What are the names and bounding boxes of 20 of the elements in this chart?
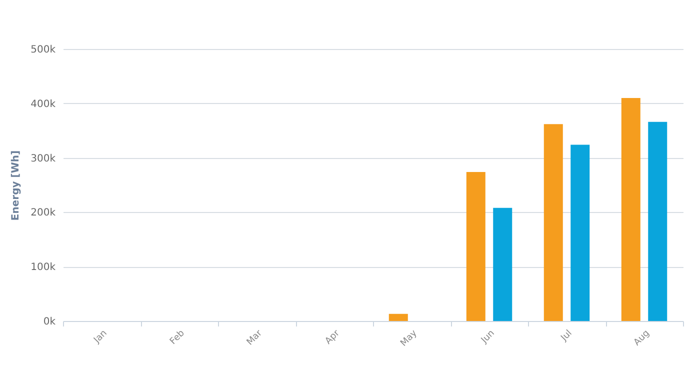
y-tick-label: 300k (30, 153, 56, 164)
y-axis-title: Energy [Wh] (10, 150, 22, 221)
y-tick-label: 500k (30, 44, 56, 56)
bar (570, 144, 590, 321)
y-tick-label: 0k (43, 316, 56, 328)
bar (388, 314, 408, 321)
y-tick-label: 400k (30, 98, 56, 110)
x-tick-label: Apr (324, 328, 342, 347)
bar (648, 122, 668, 321)
x-tick-label: Jun (479, 328, 497, 346)
bar (621, 98, 640, 321)
y-tick-label: 200k (30, 208, 56, 219)
bar (544, 124, 563, 321)
bar (466, 172, 486, 321)
x-tick-label: Feb (168, 328, 188, 347)
y-tick-label: 100k (30, 262, 56, 274)
bar (493, 208, 512, 321)
x-tick-label: Jul (558, 328, 574, 344)
x-tick-label: Jan (92, 328, 110, 346)
x-tick-label: Mar (245, 328, 265, 348)
